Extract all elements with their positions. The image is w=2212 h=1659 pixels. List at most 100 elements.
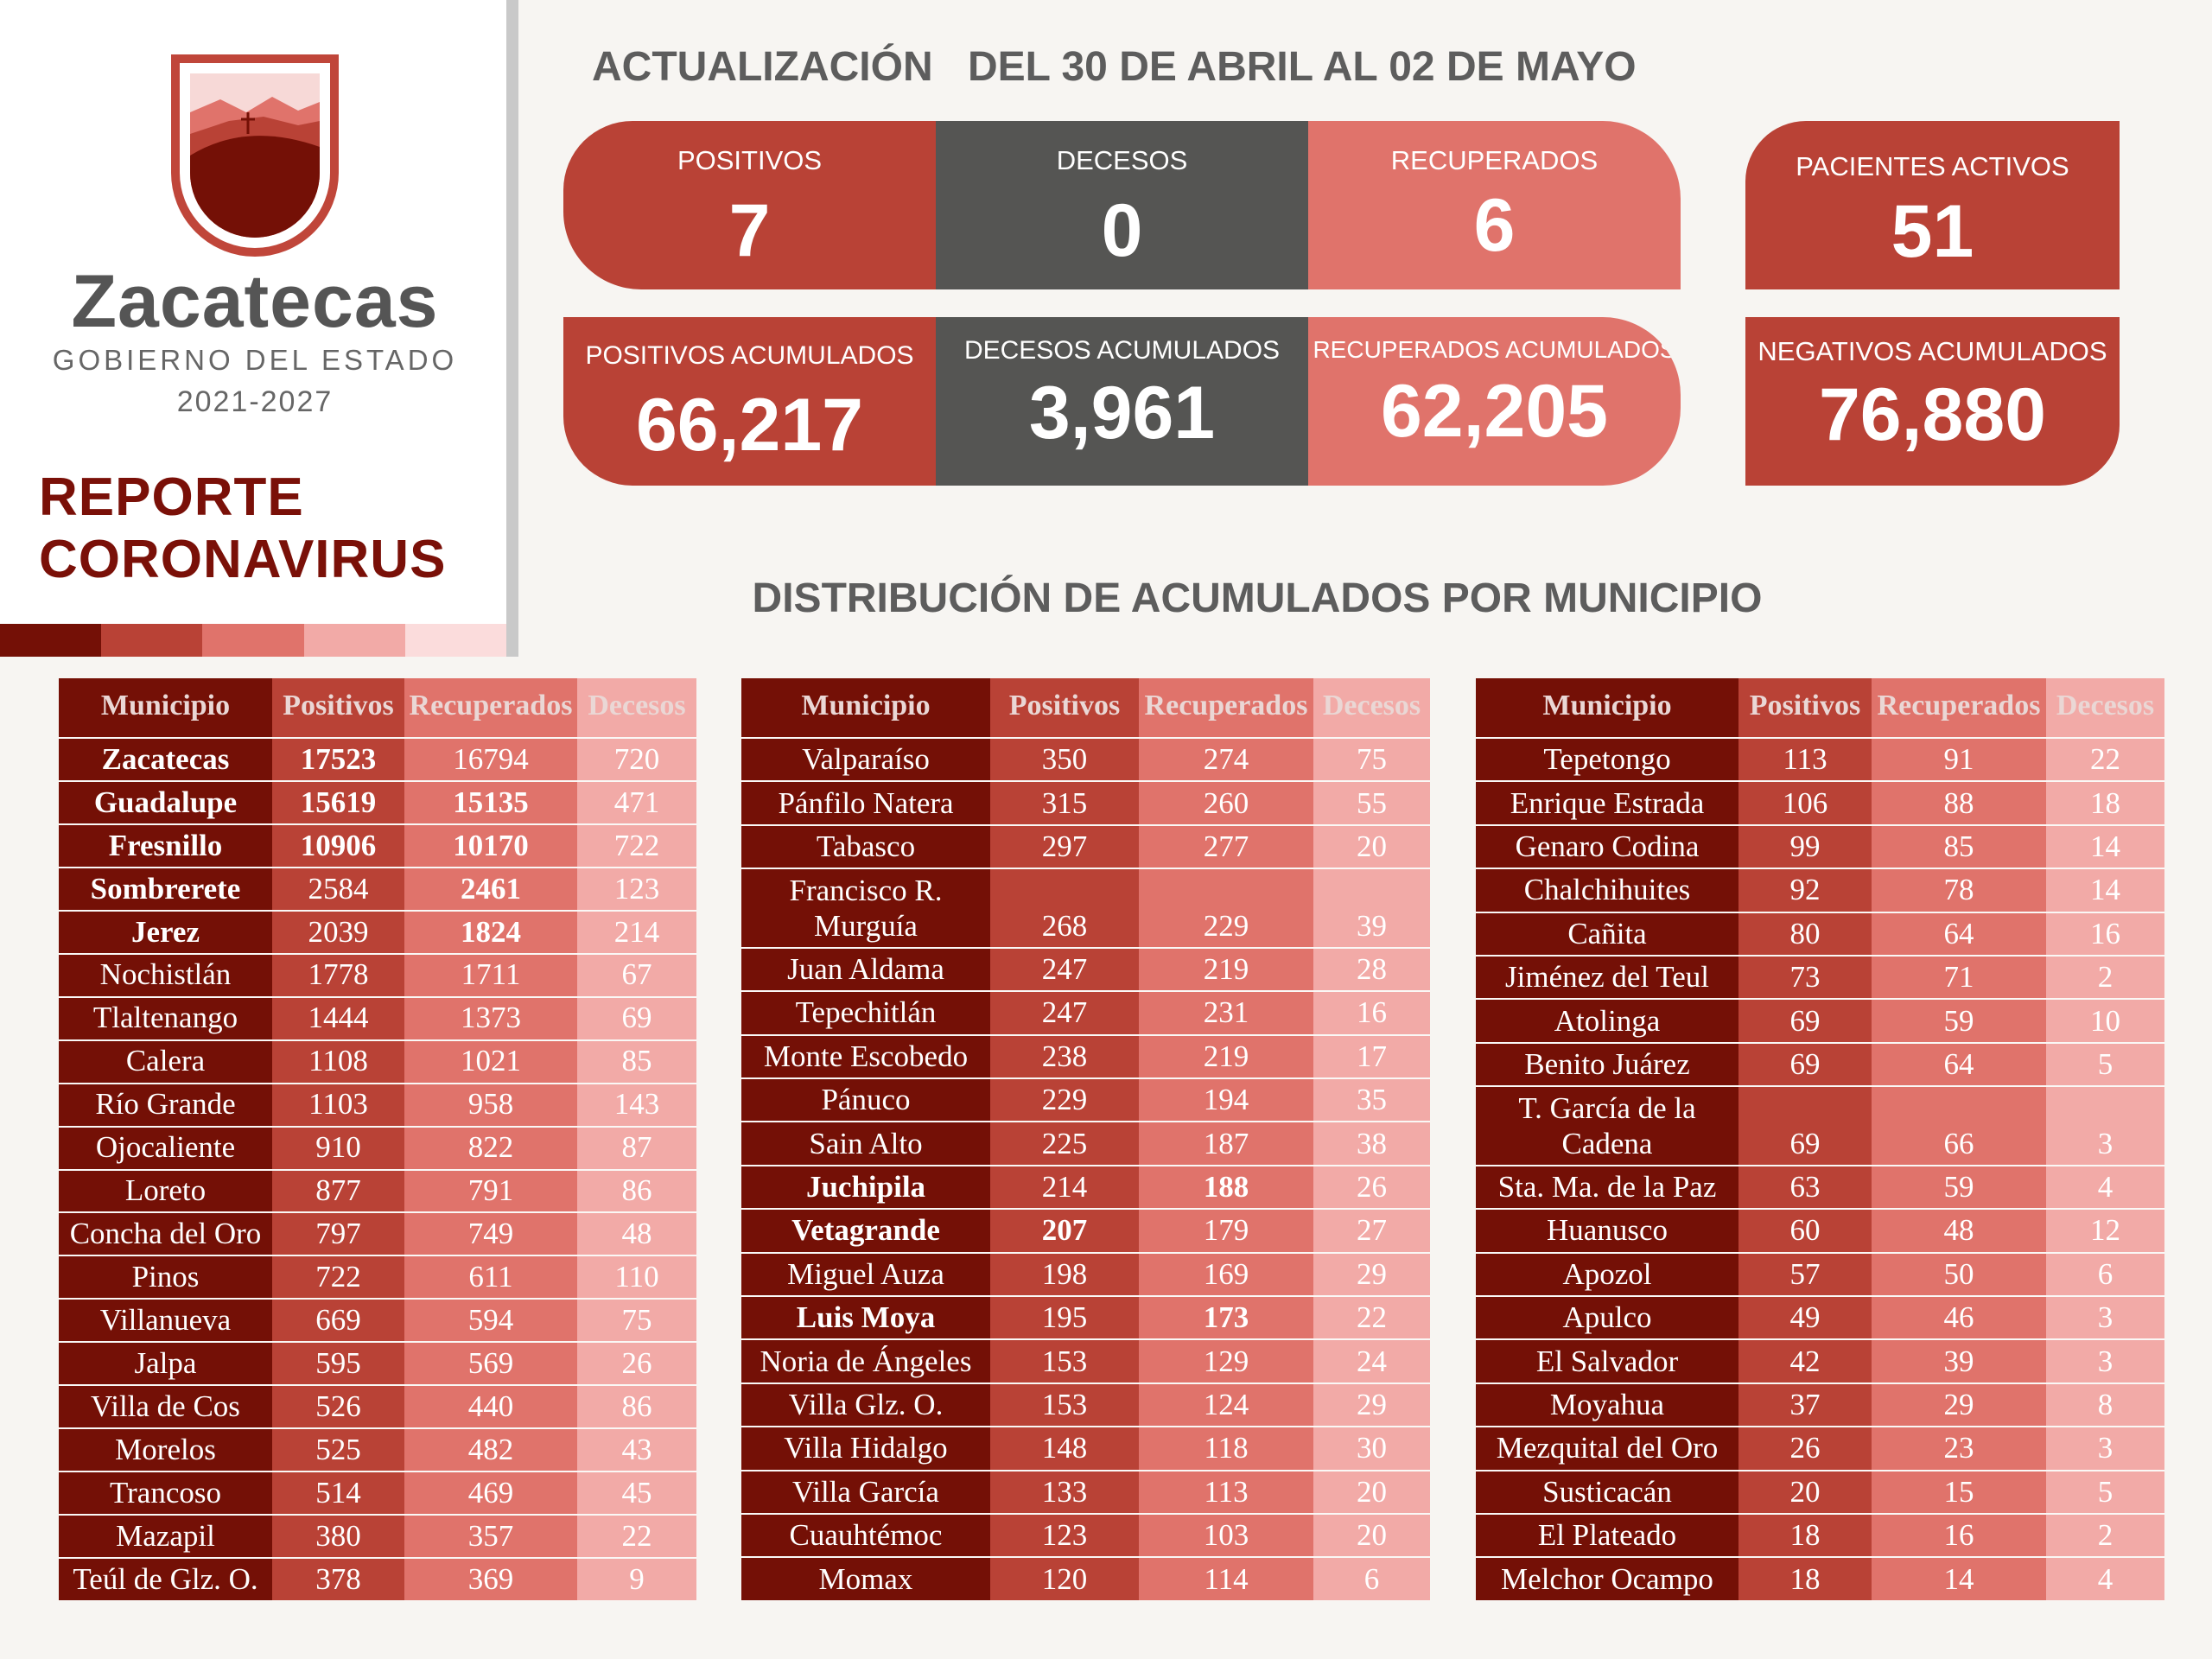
table-row: Melchor Ocampo 18 14 4: [1476, 1558, 2164, 1600]
cell-decesos: 55: [1313, 782, 1430, 824]
cell-positivos: 877: [272, 1170, 404, 1212]
cell-decesos: 28: [1313, 948, 1430, 991]
cell-recuperados: 23: [1872, 1427, 2046, 1470]
table-row: Ojocaliente 910 822 87: [59, 1127, 696, 1171]
cell-decesos: 20: [1313, 1471, 1430, 1514]
column-header-recuperados: Recuperados: [1139, 678, 1313, 737]
cell-recuperados: 194: [1139, 1079, 1313, 1122]
table-row: Genaro Codina 99 85 14: [1476, 825, 2164, 870]
cell-decesos: 10: [2046, 1000, 2164, 1042]
municipality-table-1: Municipio Positivos Recuperados Decesos Zaca…: [59, 678, 696, 1601]
cell-decesos: 6: [1313, 1558, 1430, 1600]
table-row: Nochistlán 1778 1711 67: [59, 954, 696, 998]
accum-positivos-value: 66,217: [635, 384, 864, 467]
cell-municipio: Juchipila: [741, 1166, 990, 1209]
cell-decesos: 471: [577, 781, 696, 823]
table-row: Luis Moya 195 173 22: [741, 1297, 1430, 1341]
column-header-decesos: Decesos: [1313, 678, 1430, 737]
cell-decesos: 30: [1313, 1427, 1430, 1470]
daily-recuperados: RECUPERADOS 6: [1308, 121, 1681, 289]
cell-positivos: 69: [1738, 1000, 1872, 1042]
cell-decesos: 110: [577, 1256, 696, 1299]
cell-decesos: 18: [2046, 782, 2164, 824]
cell-positivos: 514: [272, 1472, 404, 1515]
cell-positivos: 148: [990, 1427, 1139, 1470]
cell-municipio: Miguel Auza: [741, 1253, 990, 1296]
cell-municipio: Melchor Ocampo: [1476, 1558, 1738, 1600]
cell-municipio: Chalchihuites: [1476, 869, 1738, 912]
cell-positivos: 26: [1738, 1427, 1872, 1470]
column-header-municipio: Municipio: [59, 678, 272, 737]
cell-municipio: Momax: [741, 1558, 990, 1600]
cell-positivos: 1444: [272, 997, 404, 1039]
cell-decesos: 17: [1313, 1035, 1430, 1077]
cell-municipio: Juan Aldama: [741, 948, 990, 991]
cell-decesos: 214: [577, 911, 696, 953]
cell-municipio: Jiménez del Teul: [1476, 957, 1738, 999]
cell-municipio: Teúl de Glz. O.: [59, 1559, 272, 1601]
cell-recuperados: 50: [1872, 1253, 2046, 1296]
report-title-line2: CORONAVIRUS: [39, 530, 447, 589]
negatives-label: NEGATIVOS ACUMULADOS: [1758, 336, 2107, 366]
table-row: Francisco R. Murguía 268 229 39: [741, 869, 1430, 949]
cell-decesos: 69: [577, 997, 696, 1039]
table-row: Chalchihuites 92 78 14: [1476, 869, 2164, 913]
cell-decesos: 35: [1313, 1079, 1430, 1122]
cell-recuperados: 569: [404, 1343, 577, 1385]
cell-recuperados: 103: [1139, 1515, 1313, 1557]
cell-positivos: 42: [1738, 1340, 1872, 1382]
table-row: Concha del Oro 797 749 48: [59, 1213, 696, 1257]
cell-positivos: 60: [1738, 1210, 1872, 1252]
cell-recuperados: 229: [1139, 869, 1313, 947]
cell-positivos: 37: [1738, 1383, 1872, 1427]
cell-municipio: Sain Alto: [741, 1122, 990, 1165]
cell-positivos: 1103: [272, 1084, 404, 1126]
report-title-line1: REPORTE: [39, 467, 304, 527]
table-row: Pánfilo Natera 315 260 55: [741, 782, 1430, 826]
cell-recuperados: 59: [1872, 1000, 2046, 1042]
cell-positivos: 238: [990, 1035, 1139, 1077]
table-row: Atolinga 69 59 10: [1476, 1000, 2164, 1044]
table-row: Zacatecas 17523 16794 720: [59, 739, 696, 782]
cell-decesos: 123: [577, 868, 696, 910]
table-row: Sain Alto 225 187 38: [741, 1122, 1430, 1166]
cell-recuperados: 2461: [404, 868, 577, 910]
table-header-row: Municipio Positivos Recuperados Decesos: [1476, 678, 2164, 739]
cell-municipio: Villa Glz. O.: [741, 1383, 990, 1427]
column-header-decesos: Decesos: [577, 678, 696, 737]
daily-recuperados-value: 6: [1473, 184, 1516, 267]
accum-recuperados-value: 62,205: [1380, 370, 1609, 453]
table-row: Jerez 2039 1824 214: [59, 911, 696, 955]
cell-decesos: 86: [577, 1386, 696, 1428]
cell-municipio: Villa García: [741, 1471, 990, 1514]
cell-positivos: 198: [990, 1253, 1139, 1296]
cell-municipio: Villa de Cos: [59, 1386, 272, 1428]
cell-decesos: 14: [2046, 869, 2164, 912]
table-row: Moyahua 37 29 8: [1476, 1383, 2164, 1428]
cell-decesos: 22: [577, 1516, 696, 1558]
cell-recuperados: 440: [404, 1386, 577, 1428]
distribution-title: DISTRIBUCIÓN DE ACUMULADOS POR MUNICIPIO: [752, 575, 1763, 621]
cell-decesos: 45: [577, 1472, 696, 1515]
cell-decesos: 38: [1313, 1122, 1430, 1165]
table-row: Villa Glz. O. 153 124 29: [741, 1383, 1430, 1428]
cell-municipio: Susticacán: [1476, 1471, 1738, 1514]
cell-municipio: Sombrerete: [59, 868, 272, 910]
cell-decesos: 43: [577, 1429, 696, 1471]
cell-municipio: Tepechitlán: [741, 992, 990, 1034]
cell-municipio: Benito Juárez: [1476, 1043, 1738, 1086]
table-row: El Salvador 42 39 3: [1476, 1340, 2164, 1384]
cell-recuperados: 124: [1139, 1383, 1313, 1427]
cell-positivos: 229: [990, 1079, 1139, 1122]
cell-municipio: Tlaltenango: [59, 997, 272, 1039]
cell-positivos: 378: [272, 1559, 404, 1601]
cell-positivos: 80: [1738, 912, 1872, 956]
cell-positivos: 73: [1738, 957, 1872, 999]
table-row: Monte Escobedo 238 219 17: [741, 1035, 1430, 1079]
cell-recuperados: 91: [1872, 739, 2046, 781]
accum-positivos-label: POSITIVOS ACUMULADOS: [585, 341, 914, 370]
cell-positivos: 380: [272, 1516, 404, 1558]
cell-municipio: Mezquital del Oro: [1476, 1427, 1738, 1470]
cell-recuperados: 46: [1872, 1297, 2046, 1339]
cell-municipio: Pinos: [59, 1256, 272, 1299]
